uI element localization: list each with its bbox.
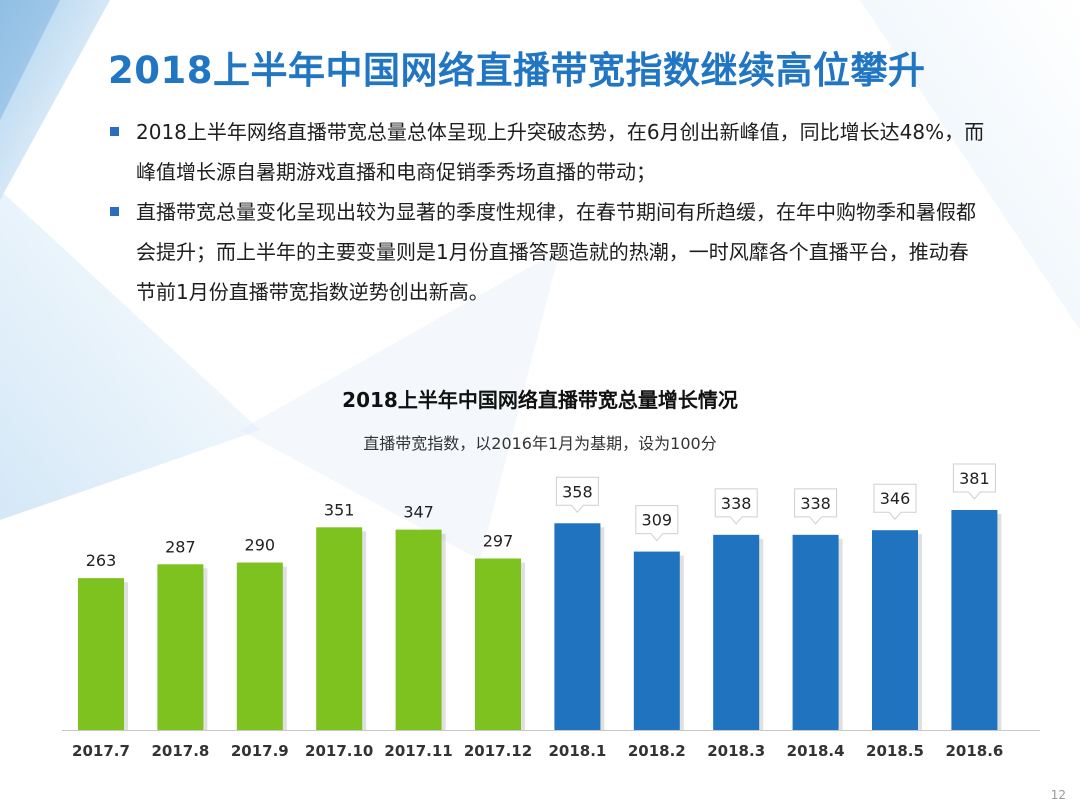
data-label: 347 bbox=[403, 503, 434, 522]
bar bbox=[78, 578, 124, 730]
bar bbox=[157, 564, 204, 730]
x-tick-label: 2018.3 bbox=[707, 742, 765, 760]
x-tick-label: 2017.7 bbox=[72, 742, 130, 760]
bar bbox=[475, 558, 521, 730]
data-label: 346 bbox=[880, 489, 911, 508]
data-label: 290 bbox=[245, 536, 276, 555]
data-label-callout: 346 bbox=[873, 483, 917, 520]
bullet-text: 2018上半年网络直播带宽总量总体呈现上升突破态势，在6月创出新峰值，同比增长达… bbox=[136, 120, 985, 184]
x-tick-label: 2017.12 bbox=[464, 742, 532, 760]
callout-box bbox=[873, 483, 917, 520]
chart-title: 2018上半年中国网络直播带宽总量增长情况 bbox=[342, 388, 738, 412]
x-tick-label: 2018.1 bbox=[548, 742, 606, 760]
bullet-item: 2018上半年网络直播带宽总量总体呈现上升突破态势，在6月创出新峰值，同比增长达… bbox=[108, 112, 988, 192]
bullet-text: 直播带宽总量变化呈现出较为显著的季度性规律，在春节期间有所趋缓，在年中购物季和暑… bbox=[136, 200, 976, 304]
data-label: 287 bbox=[165, 537, 196, 556]
callout-box bbox=[952, 463, 996, 500]
bar bbox=[316, 527, 363, 730]
data-label: 358 bbox=[562, 482, 593, 501]
square-bullet-icon bbox=[110, 127, 119, 136]
x-tick-label: 2018.4 bbox=[787, 742, 845, 760]
bar bbox=[633, 551, 680, 730]
square-bullet-icon bbox=[110, 207, 119, 216]
bar bbox=[951, 510, 998, 730]
bar bbox=[713, 534, 760, 730]
page-number: 12 bbox=[1050, 788, 1066, 802]
data-label: 338 bbox=[721, 494, 752, 513]
bullet-list: 2018上半年网络直播带宽总量总体呈现上升突破态势，在6月创出新峰值，同比增长达… bbox=[108, 112, 988, 312]
callout-box bbox=[635, 505, 679, 542]
x-tick-label: 2017.10 bbox=[305, 742, 373, 760]
data-label: 338 bbox=[800, 494, 831, 513]
data-label: 263 bbox=[86, 551, 117, 570]
data-label: 309 bbox=[642, 511, 673, 530]
x-tick-label: 2018.6 bbox=[945, 742, 1003, 760]
data-label-callout: 381 bbox=[952, 463, 996, 500]
data-label-callout: 309 bbox=[635, 505, 679, 542]
callout-box bbox=[714, 488, 758, 525]
data-label: 381 bbox=[959, 469, 990, 488]
data-label: 351 bbox=[324, 500, 355, 519]
bullet-item: 直播带宽总量变化呈现出较为显著的季度性规律，在春节期间有所趋缓，在年中购物季和暑… bbox=[108, 192, 988, 312]
bar bbox=[236, 562, 283, 730]
callout-box bbox=[555, 476, 599, 514]
data-label-callout: 338 bbox=[794, 488, 838, 525]
x-tick-label: 2017.11 bbox=[384, 742, 452, 760]
bar bbox=[872, 530, 918, 730]
chart-subtitle: 直播带宽指数，以2016年1月为基期，设为100分 bbox=[363, 434, 717, 453]
bar bbox=[792, 534, 839, 730]
data-label-callout: 338 bbox=[714, 488, 758, 525]
x-tick-label: 2017.9 bbox=[231, 742, 289, 760]
x-tick-label: 2018.5 bbox=[866, 742, 924, 760]
slide-title: 2018上半年中国网络直播带宽指数继续高位攀升 bbox=[108, 49, 926, 92]
data-label: 297 bbox=[483, 532, 514, 551]
x-tick-label: 2018.2 bbox=[628, 742, 686, 760]
bar bbox=[554, 523, 601, 730]
data-label-callout: 358 bbox=[555, 476, 599, 514]
x-tick-label: 2017.8 bbox=[151, 742, 209, 760]
bar bbox=[395, 529, 442, 730]
callout-box bbox=[794, 488, 838, 525]
